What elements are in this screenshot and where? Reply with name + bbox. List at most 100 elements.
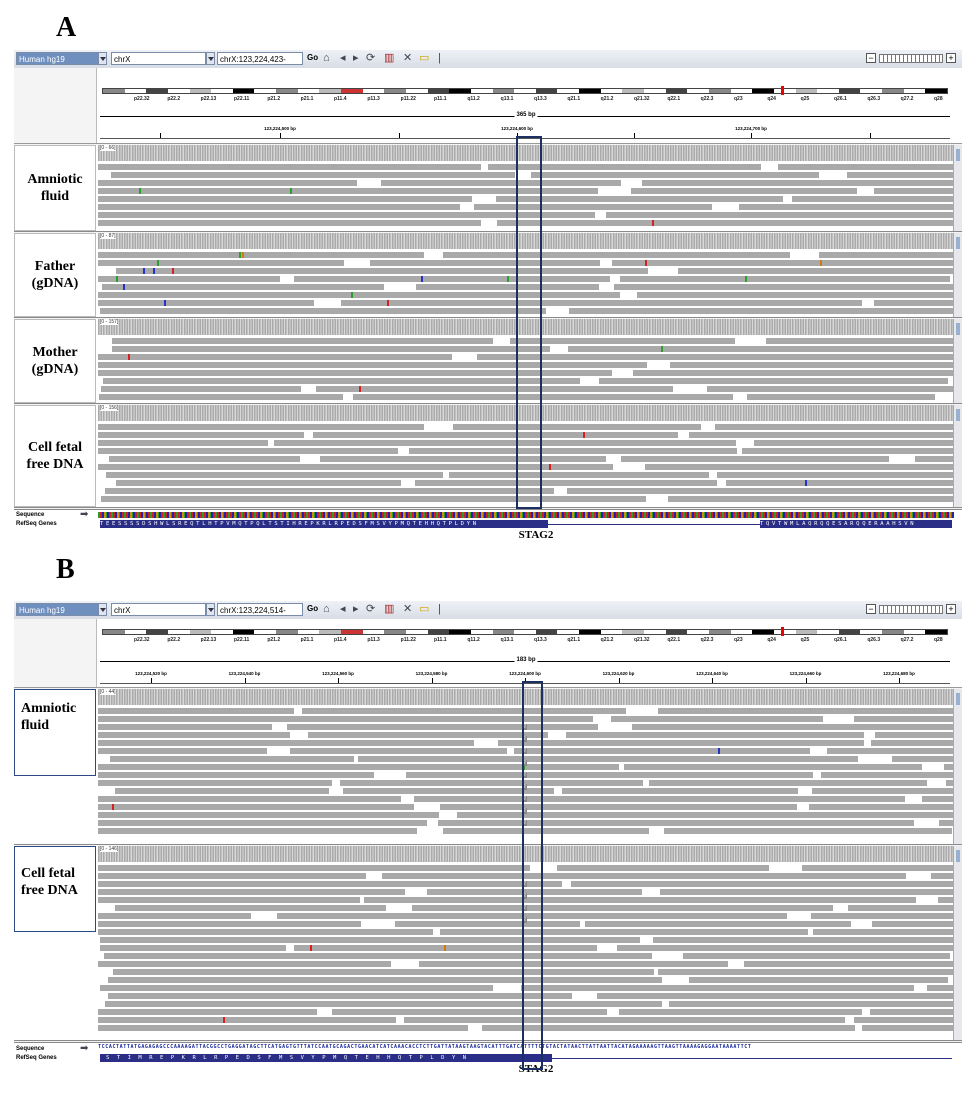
alignment-area[interactable]: [0 - 157] xyxy=(98,319,954,403)
alignment-area[interactable]: [0 - 156] xyxy=(98,405,954,507)
insertion-marker: 2 xyxy=(522,917,527,923)
sequence-read xyxy=(584,921,852,927)
sequence-read xyxy=(98,260,344,266)
sequence-read xyxy=(98,748,267,754)
locus-input[interactable]: chrX:123,224,514-123,224,695 xyxy=(217,603,303,628)
ideogram-band xyxy=(470,89,493,93)
ideogram-band xyxy=(644,630,666,634)
region-icon[interactable]: ▥ xyxy=(384,52,395,64)
zoom-in-button[interactable]: + xyxy=(946,53,956,63)
sequence-read xyxy=(557,865,769,871)
mismatch-base xyxy=(156,260,159,266)
chromosome-dropdown[interactable]: chrX xyxy=(111,603,206,616)
gene-name-label: STAG2 xyxy=(518,529,554,541)
sequence-read xyxy=(100,945,286,951)
zoom-slider[interactable] xyxy=(879,605,943,614)
mismatch-base xyxy=(507,276,510,282)
comment-icon[interactable]: ▭ xyxy=(419,603,430,615)
insertion-marker: 2 xyxy=(522,820,527,826)
forward-arrow-icon[interactable]: ▸ xyxy=(353,603,359,615)
strand-arrow-icon[interactable]: ➡ xyxy=(80,1043,89,1054)
refresh-icon[interactable]: ⟳ xyxy=(366,52,376,64)
track-label: Amniotic fluid xyxy=(14,689,96,776)
locus-input[interactable]: chrX:123,224,423-123,224,787 xyxy=(217,52,303,77)
track-scrollbar[interactable] xyxy=(953,145,962,231)
chromosome-dropdown[interactable]: chrX xyxy=(111,52,206,65)
track-scrollbar[interactable] xyxy=(953,233,962,317)
ideogram-band xyxy=(730,89,753,93)
zoom-out-button[interactable]: − xyxy=(866,53,876,63)
sequence-read xyxy=(427,889,643,895)
chromosome-ideogram[interactable] xyxy=(102,88,948,94)
sequence-read xyxy=(618,1009,862,1015)
insertion-marker: 2 xyxy=(522,736,527,742)
sequence-read xyxy=(98,464,613,470)
track-amniotic-fluid: Amniotic fluid [0 - 44] 2 2 2 2 2 2 2 2 2 xyxy=(14,689,962,845)
sequence-read xyxy=(106,472,443,478)
sequence-read xyxy=(418,961,729,967)
ruler-axis xyxy=(100,138,950,139)
zoom-slider[interactable] xyxy=(879,54,943,63)
ideogram-band xyxy=(319,89,342,93)
alignment-area[interactable]: [0 - 66] xyxy=(98,145,954,231)
go-button[interactable]: Go xyxy=(307,604,319,613)
alignment-area[interactable]: [0 - 44] 2 2 2 2 2 2 2 2 2 xyxy=(98,689,954,844)
strand-arrow-icon[interactable]: ➡ xyxy=(80,509,89,520)
refresh-icon[interactable]: ⟳ xyxy=(366,603,376,615)
back-arrow-icon[interactable]: ◂ xyxy=(340,603,346,615)
genome-dropdown[interactable]: Human hg19 xyxy=(16,603,98,616)
track-scrollbar[interactable] xyxy=(953,319,962,403)
ideogram-band xyxy=(795,89,818,93)
back-arrow-icon[interactable]: ◂ xyxy=(340,52,346,64)
alignment-area[interactable]: [0 - 146] 2 2 2 2 xyxy=(98,846,954,1040)
sequence-read xyxy=(98,921,361,927)
sequence-read xyxy=(98,1009,318,1015)
ruler-tick xyxy=(244,678,246,683)
toolbar: Human hg19 chrX chrX:123,224,514-123,224… xyxy=(14,601,962,628)
close-x-icon[interactable]: ✕ xyxy=(403,603,413,615)
ruler-tick-label: 123,224,680 bp xyxy=(883,671,915,676)
chromosome-ideogram[interactable] xyxy=(102,629,948,635)
zoom-in-button[interactable]: + xyxy=(946,604,956,614)
home-icon[interactable]: ⌂ xyxy=(323,52,330,64)
chromosome-dropdown-arrow-icon[interactable] xyxy=(206,603,215,616)
band-label: p22.11 xyxy=(234,96,250,102)
sequence-read xyxy=(415,480,718,486)
chromosome-dropdown-arrow-icon[interactable] xyxy=(206,52,215,65)
genome-dropdown-arrow-icon[interactable] xyxy=(98,603,107,616)
sequence-read xyxy=(100,496,646,502)
alignment-area[interactable]: [0 - 87] xyxy=(98,233,954,317)
ideogram-band xyxy=(860,89,883,93)
genome-dropdown-arrow-icon[interactable] xyxy=(98,52,107,65)
forward-arrow-icon[interactable]: ▸ xyxy=(353,52,359,64)
sequence-read xyxy=(938,897,954,903)
mismatch-base xyxy=(718,748,721,754)
track-scrollbar[interactable] xyxy=(953,405,962,507)
sequence-read xyxy=(509,338,736,344)
sequence-read xyxy=(668,496,954,502)
sequence-read xyxy=(98,220,482,226)
genome-dropdown[interactable]: Human hg19 xyxy=(16,52,98,65)
comment-icon[interactable]: ▭ xyxy=(419,52,430,64)
sequence-read xyxy=(497,740,865,746)
ideogram-band xyxy=(752,630,774,634)
track-scrollbar[interactable] xyxy=(953,846,962,1040)
home-icon[interactable]: ⌂ xyxy=(323,603,330,615)
ideogram-band xyxy=(838,89,861,93)
track-scrollbar[interactable] xyxy=(953,689,962,844)
go-button[interactable]: Go xyxy=(307,53,319,62)
region-icon[interactable]: ▥ xyxy=(384,603,395,615)
ideogram-band xyxy=(167,630,190,634)
sequence-read xyxy=(98,796,401,802)
band-label: p11.22 xyxy=(400,637,416,643)
sequence-read xyxy=(569,308,954,314)
sequence-read xyxy=(98,732,291,738)
sequence-read xyxy=(98,394,343,400)
sequence-read xyxy=(473,204,713,210)
close-x-icon[interactable]: ✕ xyxy=(403,52,413,64)
sequence-read xyxy=(110,756,354,762)
ideogram-band xyxy=(687,89,709,93)
zoom-out-button[interactable]: − xyxy=(866,604,876,614)
ruler-tick-label: 123,224,700 bp xyxy=(735,126,767,131)
band-label: p22.2 xyxy=(167,96,181,102)
